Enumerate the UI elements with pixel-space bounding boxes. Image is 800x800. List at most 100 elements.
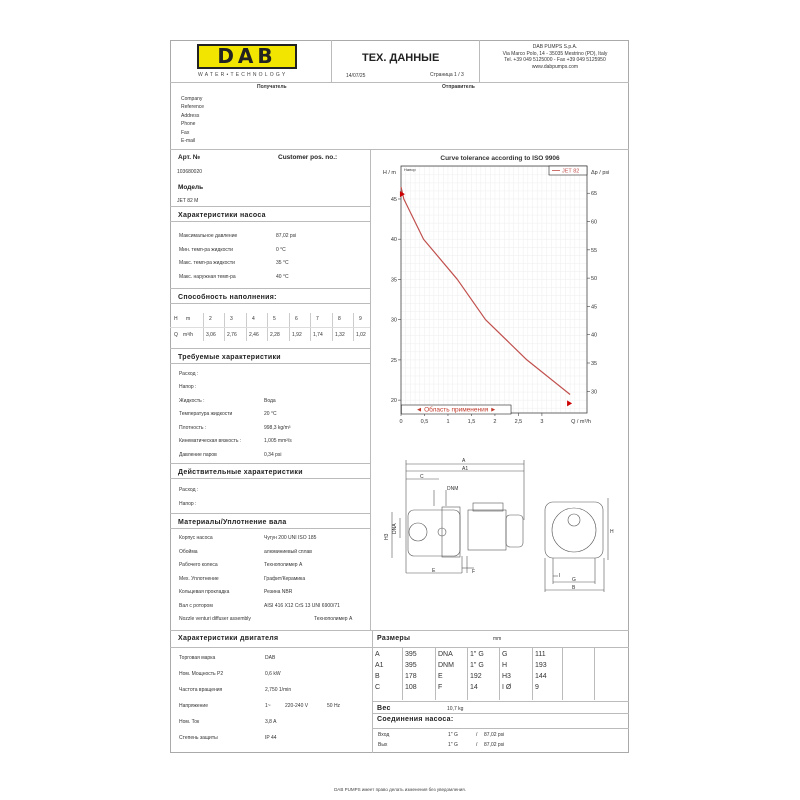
motor-row-label: Ном. Мощность P2 — [179, 671, 224, 677]
recipient-field-label: E-mail — [181, 138, 196, 145]
required-chars-row-value: 0,34 psi — [264, 452, 282, 458]
materials-row-value: Технополимер A — [264, 562, 303, 568]
x-tick-label: 0 — [399, 419, 402, 425]
materials-row-label: Вал с ротором — [179, 603, 213, 609]
x-tick-label: 1,5 — [468, 419, 476, 425]
page-frame — [170, 40, 629, 753]
dimension-cell: B — [375, 673, 380, 680]
connection-cell: / — [476, 742, 478, 748]
pump-body-side — [407, 509, 461, 557]
dim-label-F: F — [472, 569, 475, 575]
filling-q-value: 2,46 — [249, 332, 259, 338]
required-chars-row-label: Жидкость : — [179, 398, 205, 404]
filling-q-unit: m³/h — [183, 332, 193, 338]
required-chars-row-value: Вода — [264, 398, 276, 404]
company-name: DAB PUMPS S.p.A. — [532, 44, 578, 50]
pump-chars-row-value: 0 °C — [276, 247, 286, 253]
y2-tick-label: 30 — [591, 389, 597, 395]
required-chars-row-value: 998,3 kg/m³ — [264, 425, 291, 431]
dab-logo: DAB — [197, 44, 297, 69]
dimension-cell: DNA — [438, 651, 453, 658]
motor-row-value: 1~ — [265, 703, 271, 709]
required-chars-row-label: Температура жидкости — [179, 411, 233, 417]
weight-label: Вес — [377, 705, 391, 712]
sender-label: Отправитель — [442, 84, 475, 90]
dimension-cell: 144 — [535, 673, 547, 680]
y2-tick-label: 65 — [591, 191, 597, 197]
customer-pos-label: Customer pos. no.: — [278, 154, 338, 161]
recipient-label: Получатель — [257, 84, 287, 90]
connection-cell: 1" G — [448, 742, 458, 748]
required-chars-title: Требуемые характеристики — [178, 354, 281, 361]
materials-row-label: Мех. Уплотнение — [179, 576, 219, 582]
x-tick-label: 0,5 — [421, 419, 429, 425]
filling-h-value: 8 — [338, 316, 341, 322]
recipient-field-label: Fax — [181, 129, 190, 136]
dim-label-H3: H3 — [384, 533, 390, 540]
connection-cell: 87,02 psi — [484, 732, 505, 738]
dimensions-table: A 395 DNA 1" G G 111 A1 395 DNM 1" G H 193 B 178 E 192 H… — [372, 648, 629, 700]
pump-chars-row-label: Макс. наружная темп-ра — [179, 274, 236, 280]
dimension-cell: H3 — [502, 673, 511, 680]
model-value: JET 82 M — [177, 198, 199, 204]
dimension-cell: 111 — [535, 651, 546, 658]
pump-chars-row-value: 40 °C — [276, 274, 289, 280]
company-website[interactable]: www.dabpumps.com — [531, 63, 579, 70]
dimension-cell: A1 — [375, 662, 384, 669]
y2-tick-label: 40 — [591, 333, 597, 339]
model-label: Модель — [178, 184, 204, 191]
filling-q-value: 2,76 — [227, 332, 237, 338]
materials-row-value: Резина NBR — [264, 589, 293, 595]
pump-front-view — [544, 501, 604, 559]
filling-q-value: 1,74 — [313, 332, 323, 338]
filling-title: Способность наполнения: — [178, 294, 277, 301]
dimension-cell: F — [438, 684, 443, 691]
curve-end-marker — [567, 400, 573, 407]
required-chars-row-label: Давление паров — [179, 452, 217, 458]
motor-voltage: 220-240 V — [285, 703, 309, 709]
company-address: Via Marco Polo, 14 - 35035 Mestrino (PD)… — [502, 50, 608, 57]
required-chars-row-label: Плотность : — [179, 425, 207, 431]
materials-row-label: Кольцевая прокладка — [179, 589, 230, 595]
materials-row-label: Nozzle venturi diffuser assembly — [179, 616, 251, 622]
dim-label-A: A — [462, 458, 466, 464]
pump-chars-row-value: 35 °C — [276, 260, 289, 266]
connection-cell: 87,02 psi — [484, 742, 505, 748]
motor-row-value: 0,6 kW — [265, 671, 281, 677]
article-label: Арт. № — [178, 154, 201, 161]
actual-chars-row-label: Напор : — [179, 501, 197, 507]
recipient-field-label: Company — [181, 96, 203, 102]
dimension-cell: DNM — [438, 662, 454, 669]
y-tick-label: 30 — [391, 318, 397, 324]
motor-row-value: 2,750 1/min — [265, 687, 292, 693]
y2-axis-label: Δp / psi — [591, 170, 609, 176]
x-tick-label: 2 — [493, 419, 496, 425]
filling-h-value: 2 — [209, 316, 212, 322]
recipient-fields: Company Reference Address Phone Fax E-mail — [181, 95, 204, 145]
motor-row-label: Степень защиты — [179, 735, 218, 741]
motor-row-label: Торговая марка — [179, 655, 216, 661]
filling-h-value: 7 — [316, 316, 319, 322]
materials-title: Материалы/Уплотнение вала — [178, 519, 287, 526]
document-date: 14/07/25 — [346, 73, 366, 79]
dim-label-C: C — [420, 474, 424, 480]
weight-value: 10,7 kg — [447, 706, 464, 712]
dim-label-H: H — [610, 529, 614, 535]
filling-h-value: 4 — [252, 316, 255, 322]
page-number: Страница 1 / 3 — [430, 72, 464, 78]
connections-title: Соединения насоса: — [377, 716, 454, 723]
dimension-cell: 395 — [405, 651, 417, 658]
required-chars-row-label: Кинематическая вязкость : — [179, 438, 242, 444]
dimension-cell: 1" G — [470, 662, 484, 669]
dim-label-DNM: DNM — [447, 486, 458, 492]
dimension-cell: 9 — [535, 684, 539, 691]
pump-chars-row-value: 87,02 psi — [276, 233, 297, 239]
company-phone: Tel. +39 049 5125000 - Fax +39 049 51259… — [504, 57, 606, 63]
dimension-cell: 395 — [405, 662, 417, 669]
connection-cell: / — [476, 732, 478, 738]
company-info: DAB PUMPS S.p.A. Via Marco Polo, 14 - 35… — [485, 44, 625, 70]
y2-tick-label: 35 — [591, 361, 597, 367]
dim-label-E: E — [432, 568, 436, 574]
motor-row-value: IP 44 — [265, 735, 277, 741]
materials-row-value: Технополимер A — [314, 616, 353, 622]
